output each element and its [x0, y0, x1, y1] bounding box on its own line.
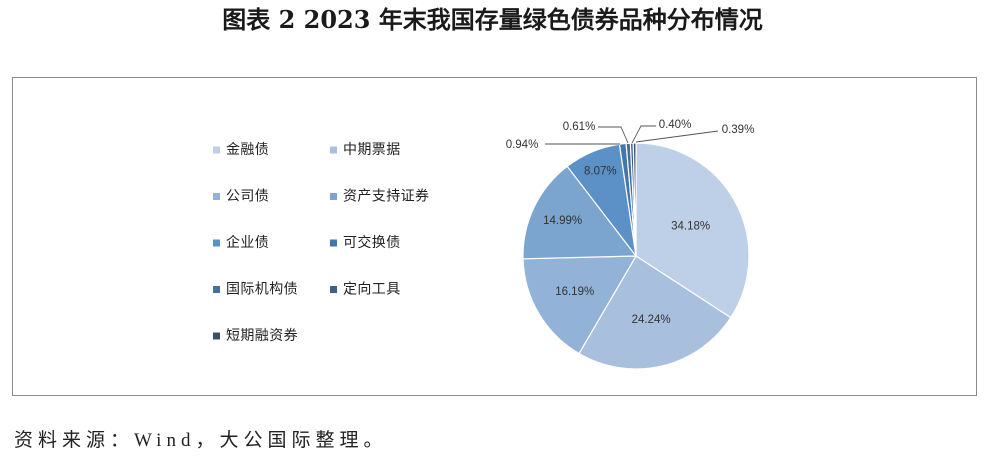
data-label-medium-term-notes: 24.24%: [632, 314, 671, 326]
leader-line-international-institution-bonds: [598, 126, 629, 144]
legend-item-international-institution-bonds: 国际机构债: [213, 282, 298, 298]
legend-label-financial-bonds: 金融债: [226, 142, 269, 158]
data-label-directed-instruments: 0.40%: [659, 119, 692, 131]
legend-label-enterprise-bonds: 企业债: [226, 234, 269, 251]
data-label-exchangeable-bonds: 0.94%: [506, 139, 539, 151]
data-label-asset-backed-securities: 14.99%: [543, 215, 582, 227]
legend-item-directed-instruments: 定向工具: [330, 282, 401, 298]
legend-item-financial-bonds: 金融债: [213, 142, 269, 158]
legend-swatch-short-term-financing-bills: [213, 332, 220, 340]
source-note: 资料来源：Wind，大公国际整理。: [14, 430, 388, 451]
legend-label-corporate-bonds: 公司债: [226, 189, 269, 205]
pie-labels: 34.18% 24.24% 16.19% 14.99% 8.07% 0.94% 0.61% 0…: [506, 119, 755, 326]
legend-item-corporate-bonds: 公司债: [213, 189, 269, 205]
data-label-short-term-financing-bills: 0.39%: [722, 124, 755, 136]
legend-item-short-term-financing-bills: 短期融资券: [213, 328, 298, 344]
legend-swatch-directed-instruments: [330, 286, 337, 293]
data-label-corporate-bonds: 16.19%: [555, 286, 594, 298]
legend-swatch-enterprise-bonds: [213, 239, 220, 247]
legend-label-directed-instruments: 定向工具: [343, 282, 401, 298]
legend-swatch-international-institution-bonds: [213, 286, 220, 293]
chart-frame: [12, 77, 977, 396]
pie-slice-asset-backed-securities: [522, 165, 637, 260]
legend-label-short-term-financing-bills: 短期融资券: [226, 328, 298, 344]
legend-label-asset-backed-securities: 资产支持证券: [343, 189, 429, 205]
data-label-financial-bonds: 34.18%: [671, 220, 710, 232]
legend-swatch-asset-backed-securities: [330, 193, 337, 200]
pie-slice-short-term-financing-bills: [632, 142, 637, 257]
legend-item-exchangeable-bonds: 可交换债: [330, 234, 401, 251]
pie-slices: [522, 142, 750, 370]
legend-label-international-institution-bonds: 国际机构债: [226, 282, 298, 298]
legend-item-enterprise-bonds: 企业债: [213, 234, 269, 251]
legend-swatch-financial-bonds: [213, 146, 220, 154]
chart-title: 图表 2 2023 年末我国存量绿色债券品种分布情况: [222, 5, 763, 34]
data-label-international-institution-bonds: 0.61%: [563, 121, 596, 133]
legend-item-medium-term-notes: 中期票据: [330, 142, 401, 158]
leader-line-directed-instruments: [631, 125, 656, 144]
legend-item-asset-backed-securities: 资产支持证券: [330, 189, 429, 205]
data-label-enterprise-bonds: 8.07%: [584, 166, 617, 178]
pie-slice-medium-term-notes: [578, 255, 732, 370]
legend-swatch-corporate-bonds: [213, 193, 220, 200]
leader-line-short-term-financing-bills: [635, 130, 719, 143]
legend-label-exchangeable-bonds: 可交换债: [343, 234, 401, 251]
pie-slice-corporate-bonds: [522, 255, 637, 355]
legend-swatch-medium-term-notes: [330, 146, 337, 154]
legend-swatch-exchangeable-bonds: [330, 239, 337, 247]
legend-label-medium-term-notes: 中期票据: [343, 142, 401, 158]
